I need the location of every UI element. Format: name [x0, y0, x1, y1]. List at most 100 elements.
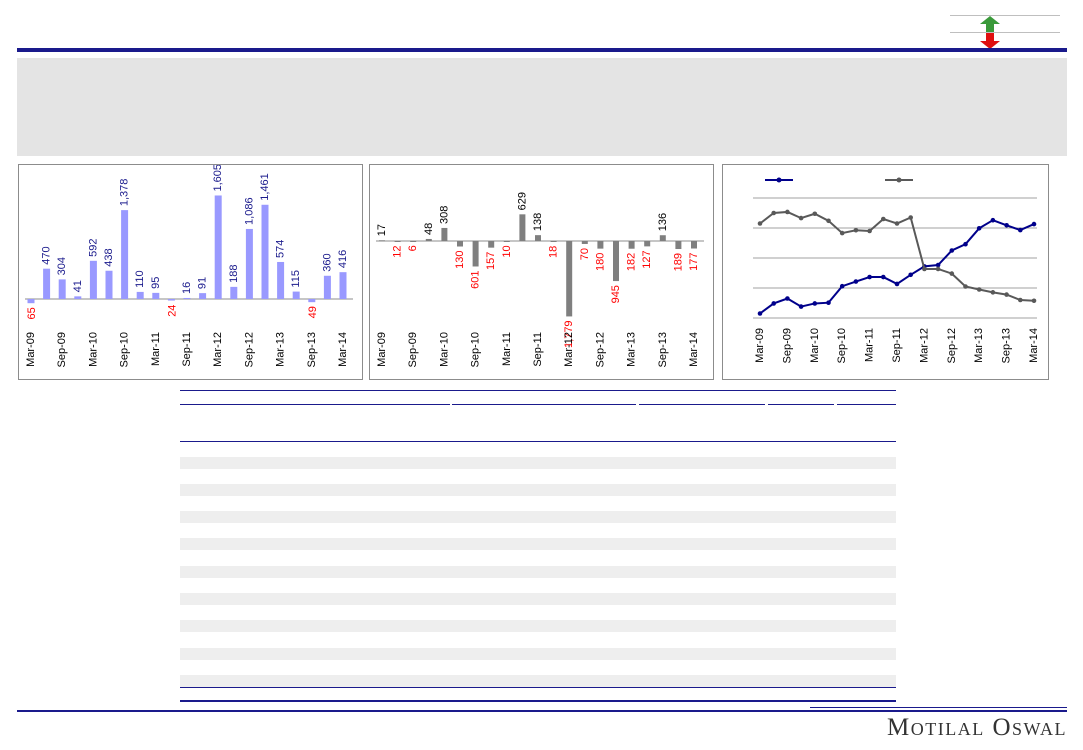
bar: [488, 241, 495, 248]
header-rule: [17, 48, 1067, 52]
data-point: [990, 217, 996, 223]
data-label: 188: [228, 265, 240, 283]
data-label: 1,086: [243, 197, 255, 225]
x-tick-label: Sep-09: [407, 332, 419, 367]
x-tick-label: Mar-11: [864, 328, 876, 362]
table-rule: [180, 700, 896, 702]
table-rule: [180, 404, 450, 405]
data-point: [935, 262, 941, 268]
data-point: [826, 300, 831, 305]
bar: [339, 272, 347, 299]
data-point: [976, 287, 982, 292]
data-point: [894, 221, 900, 226]
data-label: 177: [688, 253, 700, 271]
data-point: [881, 216, 886, 222]
x-tick-label: Mar-14: [688, 332, 700, 367]
bar: [43, 268, 51, 299]
data-point: [757, 221, 763, 226]
x-tick-label: Mar-13: [973, 328, 985, 363]
bar: [74, 296, 82, 299]
x-tick-label: Mar-10: [87, 332, 99, 367]
data-point: [853, 227, 859, 233]
x-tick-label: Mar-13: [275, 332, 287, 367]
x-tick-label: Sep-13: [1001, 328, 1013, 363]
data-point: [757, 311, 763, 316]
data-point: [839, 230, 845, 236]
data-label: 1,605: [212, 165, 224, 191]
x-tick-label: Mar-14: [337, 332, 349, 367]
data-point: [798, 215, 804, 221]
data-label: 95: [150, 277, 162, 289]
table-rule: [837, 404, 896, 405]
data-label: 138: [532, 213, 544, 231]
arrow-down-icon: [980, 33, 1000, 49]
footer-rule: [810, 707, 1067, 708]
x-tick-label: Mar-09: [25, 332, 37, 367]
chart-3: Mar-09 Sep-09 Mar-10 Sep-10 Mar-11 Sep-11 Mar-…: [753, 177, 1040, 363]
data-point: [785, 296, 790, 301]
data-point: [839, 283, 845, 289]
legend-divider: [950, 15, 1060, 16]
x-tick-label: Sep-12: [946, 328, 958, 363]
table-row: [180, 593, 896, 605]
x-tick-label: Mar-11: [150, 332, 162, 366]
data-label: 592: [87, 238, 99, 256]
data-label: 470: [41, 246, 53, 264]
table-row: [180, 538, 896, 550]
data-point: [785, 209, 790, 215]
data-table: [180, 390, 896, 702]
data-label: 12: [392, 246, 404, 258]
data-point: [812, 211, 818, 217]
table-rule: [180, 441, 896, 442]
brand-logo: Motilal Oswal: [886, 714, 1067, 741]
data-point: [867, 228, 872, 234]
bar: [535, 235, 541, 241]
bar: [519, 214, 526, 241]
table-row: [180, 511, 896, 523]
bar: [230, 286, 238, 299]
data-label: 16: [181, 282, 193, 294]
x-tick-label: Sep-09: [56, 332, 68, 367]
data-label: 601: [470, 270, 482, 288]
data-point: [990, 290, 996, 295]
data-point: [1004, 223, 1009, 228]
legend-marker-series-1: [776, 177, 782, 183]
data-label: 1,378: [119, 179, 131, 207]
x-tick-label: Mar-10: [809, 328, 821, 363]
bar: [628, 241, 635, 249]
table-rule: [180, 687, 896, 688]
data-point: [798, 304, 804, 309]
bar: [441, 227, 448, 241]
x-tick-label: Mar-10: [438, 332, 450, 367]
data-label: 360: [321, 253, 333, 271]
data-point: [963, 241, 968, 247]
bar: [597, 241, 604, 249]
bar: [379, 240, 385, 242]
data-label: 110: [134, 270, 146, 288]
data-point: [949, 248, 955, 253]
bar: [566, 241, 573, 317]
table-rule: [452, 404, 636, 405]
x-tick-label: Sep-09: [781, 328, 793, 363]
data-point: [935, 266, 941, 272]
data-label: 1,461: [259, 173, 271, 201]
x-tick-label: Sep-12: [594, 332, 606, 367]
x-tick-label: Sep-11: [532, 332, 544, 367]
data-label: 10: [501, 245, 513, 257]
bar: [152, 292, 160, 299]
bar: [89, 260, 97, 299]
bar: [691, 241, 697, 249]
table-rule: [180, 390, 896, 391]
x-tick-label: Sep-10: [470, 332, 482, 367]
chart-1-frame: 65 470 304 41 592 438 1,378 110 95 24 16 91 1,605 188…: [18, 164, 363, 380]
bar: [199, 293, 207, 299]
data-label: 24: [166, 305, 178, 317]
bar: [58, 279, 66, 299]
data-point: [867, 274, 872, 280]
bar: [261, 204, 269, 299]
table-row: [180, 675, 896, 687]
data-label: 130: [454, 251, 466, 269]
data-label: 49: [307, 306, 319, 318]
arrow-up-icon: [980, 16, 1000, 32]
